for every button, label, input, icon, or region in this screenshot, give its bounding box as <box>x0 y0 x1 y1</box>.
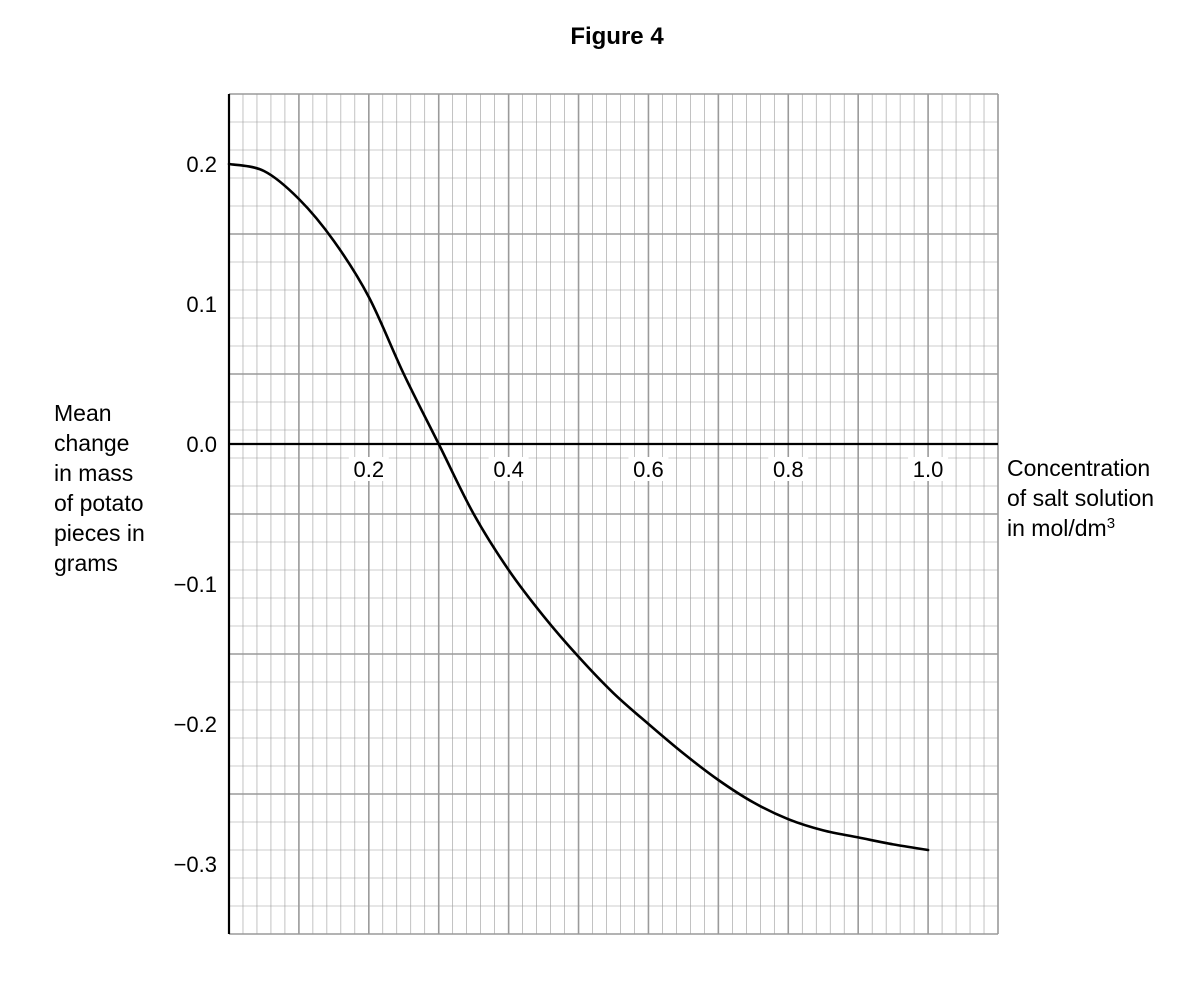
x-tick-label: 0.4 <box>493 457 524 482</box>
x-tick-label-bg <box>768 457 809 481</box>
grid-major <box>228 93 999 935</box>
chart-title: Figure 4 <box>570 23 664 50</box>
y-axis-label-line: pieces in <box>54 520 145 546</box>
y-tick-label: −0.2 <box>174 712 217 737</box>
x-tick-label: 0.6 <box>633 457 664 482</box>
y-axis-label: Mean change in mass of potato pieces in grams <box>54 400 145 576</box>
y-axis-label-line: Mean <box>54 400 112 426</box>
x-tick-label-bg <box>488 457 529 481</box>
x-axis-label-line: in mol/dm3 <box>1007 515 1115 542</box>
x-axis-label: Concentration of salt solution in mol/dm3 <box>1007 455 1154 541</box>
y-tick-labels: 0.2 0.1 0.0 −0.1 −0.2 −0.3 <box>174 152 217 877</box>
y-tick-label: 0.1 <box>186 292 217 317</box>
y-axis-label-line: of potato <box>54 490 144 516</box>
x-axis-label-superscript: 3 <box>1107 515 1115 532</box>
x-tick-label-bg <box>348 457 389 481</box>
y-axis-label-line: in mass <box>54 460 133 486</box>
y-axis-label-line: change <box>54 430 129 456</box>
axes <box>227 94 998 934</box>
x-tick-label: 0.8 <box>773 457 804 482</box>
x-axis-label-line: of salt solution <box>1007 485 1154 511</box>
y-tick-label: 0.0 <box>186 432 217 457</box>
x-tick-label: 0.2 <box>354 457 385 482</box>
x-tick-label-bg <box>628 457 669 481</box>
series-layer <box>227 162 930 852</box>
y-tick-label: −0.1 <box>174 572 217 597</box>
y-axis-label-line: grams <box>54 550 118 576</box>
x-tick-label: 1.0 <box>913 457 944 482</box>
series-line-0 <box>227 162 930 852</box>
x-tick-label-bg <box>908 457 949 481</box>
y-tick-label: 0.2 <box>186 152 217 177</box>
x-tick-labels: 0.2 0.4 0.6 0.8 1.0 <box>348 457 949 482</box>
y-tick-label: −0.3 <box>174 852 217 877</box>
x-axis-label-line: Concentration <box>1007 455 1150 481</box>
